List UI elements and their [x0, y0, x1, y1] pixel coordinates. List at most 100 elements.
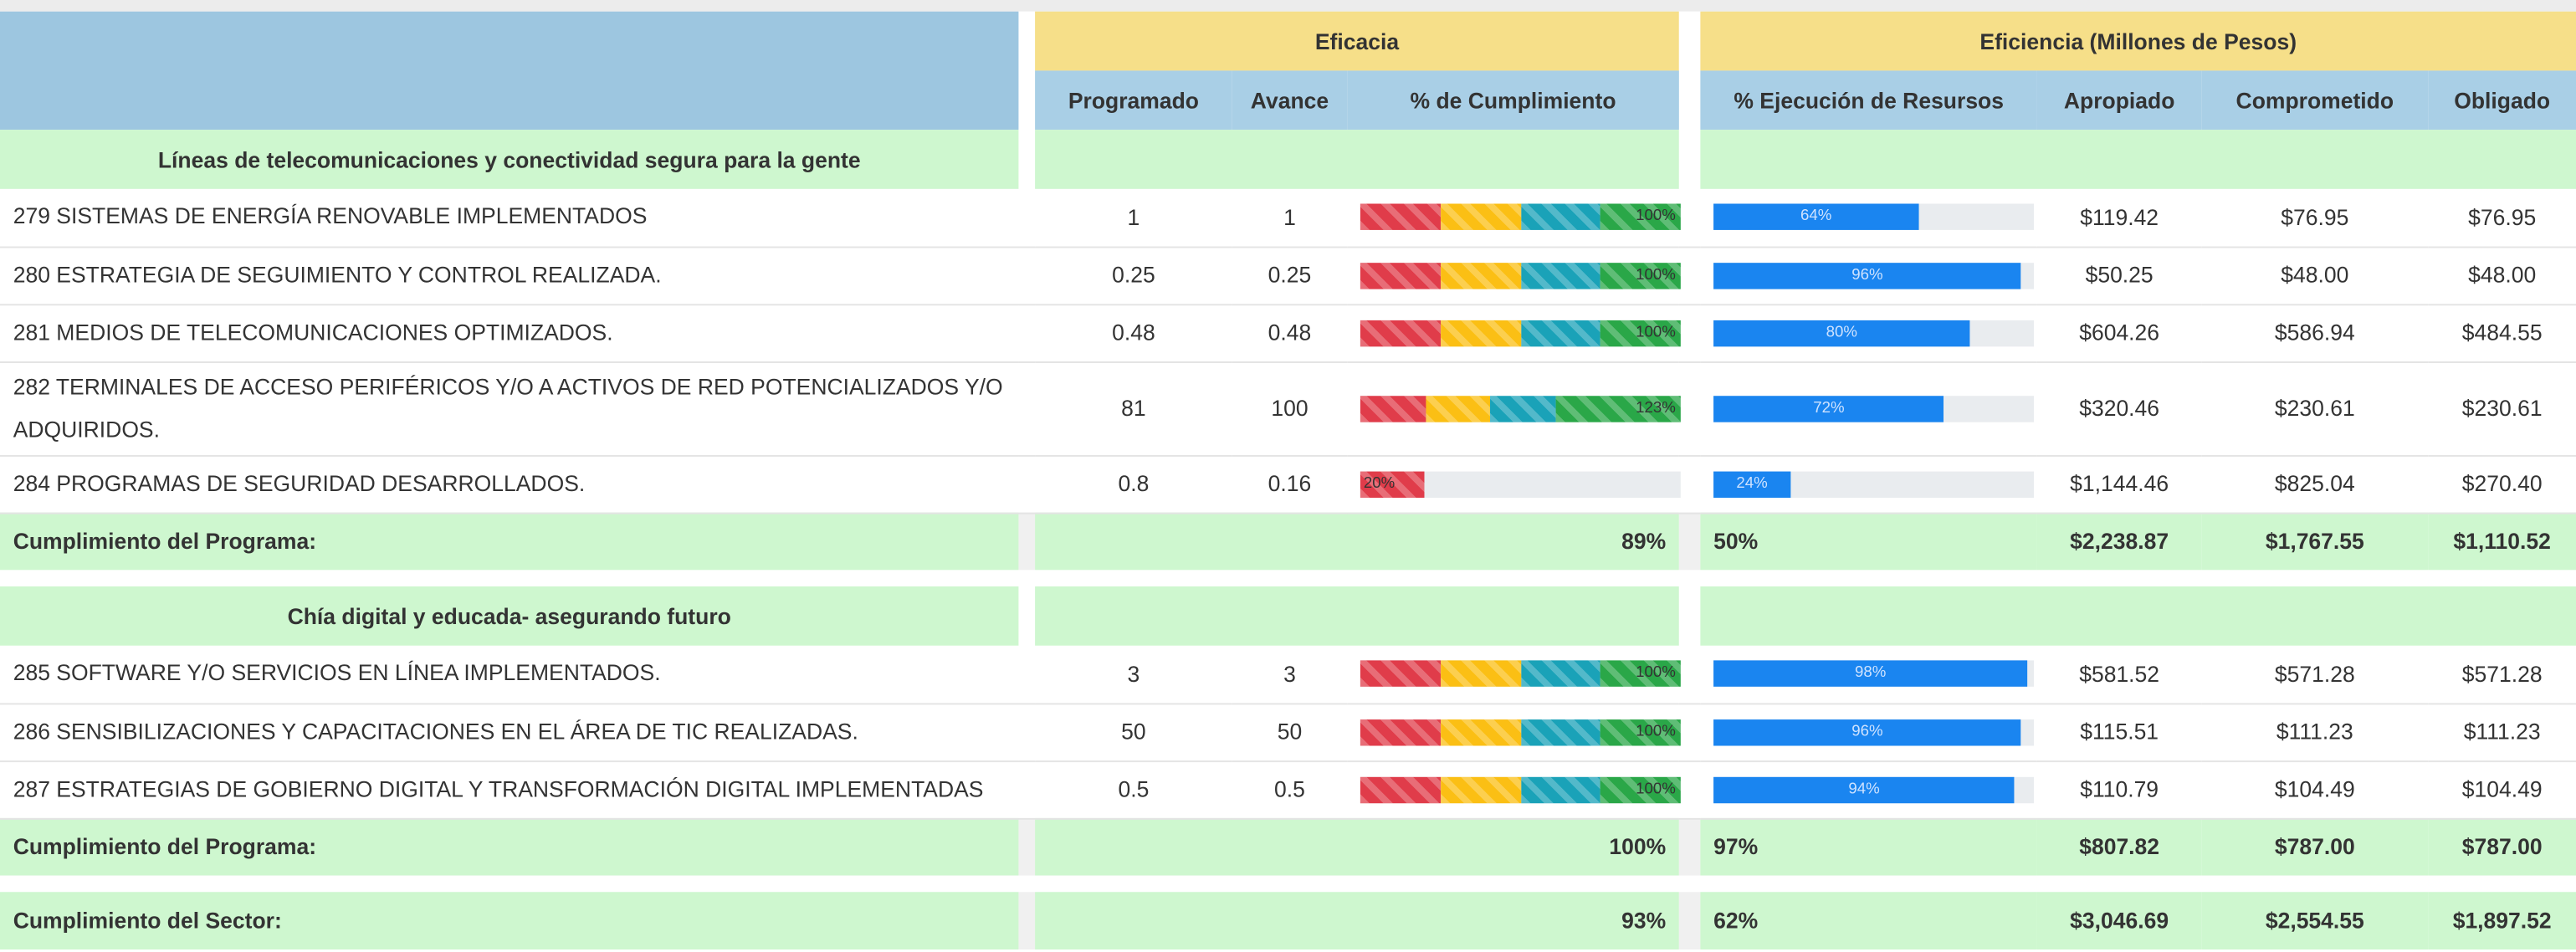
table-cell	[1678, 361, 1701, 456]
table-cell: 72%	[1700, 361, 2037, 456]
bar-fill	[1713, 775, 2015, 803]
table-cell: 96%	[1700, 703, 2037, 762]
table-cell	[1678, 304, 1701, 362]
table-cell: $825.04	[2201, 454, 2429, 514]
bar-fill	[1713, 719, 2021, 745]
table-cell	[1678, 512, 1701, 571]
table-cell: $104.49	[2428, 760, 2576, 819]
bar-segment	[1360, 262, 1441, 289]
bar-label: 94%	[1848, 779, 1880, 798]
table-cell: 81	[1035, 361, 1232, 456]
table-cell: Comprometido	[2201, 70, 2429, 131]
bar-segment	[1360, 660, 1441, 688]
table-cell	[1018, 454, 1036, 514]
table-cell	[1018, 512, 1036, 571]
table-row: Chía digital y educada- asegurando futur…	[0, 586, 2576, 646]
table-cell: $115.51	[2036, 703, 2202, 762]
table-cell	[1018, 188, 1036, 248]
table-cell: 281 MEDIOS DE TELECOMUNICACIONES OPTIMIZ…	[0, 304, 1019, 362]
bar-segment	[1360, 203, 1441, 231]
table-cell: 97%	[1700, 817, 2037, 876]
table-cell	[1700, 586, 2576, 646]
bar-segment	[1440, 775, 1521, 803]
table-cell	[1678, 760, 1701, 819]
table-cell: Eficacia	[1035, 11, 1679, 71]
execution-bar: 94%	[1713, 775, 2035, 803]
table-cell: $76.95	[2201, 188, 2429, 248]
bar-label: 100%	[1636, 207, 1676, 226]
table-cell: 64%	[1700, 188, 2037, 248]
table-cell: $111.23	[2201, 703, 2429, 762]
table-row: Líneas de telecomunicaciones y conectivi…	[0, 130, 2576, 189]
table-cell: 24%	[1700, 454, 2037, 514]
table-cell: 0.5	[1232, 760, 1348, 819]
bar-segment	[1520, 203, 1601, 231]
table-cell: $3,046.69	[2036, 892, 2202, 949]
bar-segment	[1600, 775, 1681, 803]
execution-bar: 72%	[1713, 395, 2035, 422]
table-cell: $2,554.55	[2201, 892, 2429, 949]
table-row: 285 SOFTWARE Y/O SERVICIOS EN LÍNEA IMPL…	[0, 645, 2576, 704]
execution-bar: 24%	[1713, 470, 2035, 498]
table-cell: 286 SENSIBILIZACIONES Y CAPACITACIONES E…	[0, 703, 1019, 762]
bar-label: 96%	[1851, 722, 1883, 740]
bar-segment	[1600, 262, 1681, 289]
table-cell: 0.25	[1035, 246, 1232, 305]
table-row: Cumplimiento del Programa: 100% 97% $807.82…	[0, 817, 2576, 876]
table-row	[0, 570, 2576, 587]
table-cell: 0.48	[1035, 304, 1232, 362]
table-cell	[0, 875, 2576, 893]
bar-segment	[1600, 660, 1681, 688]
table-cell	[1035, 586, 1679, 646]
table-cell: 287 ESTRATEGIAS DE GOBIERNO DIGITAL Y TR…	[0, 760, 1019, 819]
execution-bar: 96%	[1713, 719, 2035, 745]
bar-label: 20%	[1363, 473, 1396, 493]
table-cell: 94%	[1700, 760, 2037, 819]
bar-segment	[1440, 660, 1521, 688]
table-cell	[1018, 817, 1036, 876]
table-row: Eficacia Eficiencia (Millones de Pesos)	[0, 11, 2576, 131]
table-cell	[1018, 11, 1036, 131]
compliance-bar: 100%	[1360, 319, 1681, 346]
table-cell: $50.25	[2036, 246, 2202, 305]
bar-fill	[1713, 470, 1791, 498]
table-cell: 279 SISTEMAS DE ENERGÍA RENOVABLE IMPLEM…	[0, 188, 1019, 248]
bar-label: 100%	[1636, 722, 1676, 740]
bar-fill	[1713, 203, 1919, 231]
table-cell	[1018, 130, 1036, 189]
table-cell: 284 PROGRAMAS DE SEGURIDAD DESARROLLADOS…	[0, 454, 1019, 514]
compliance-bar: 100%	[1360, 262, 1681, 289]
table-cell: $110.79	[2036, 760, 2202, 819]
table-row: Cumplimiento del Programa: 89% 50% $2,238.8…	[0, 512, 2576, 571]
table-cell: 50%	[1700, 512, 2037, 571]
table-cell: $1,767.55	[2201, 512, 2429, 571]
execution-bar: 98%	[1713, 660, 2035, 688]
table-cell	[1678, 703, 1701, 762]
table-cell: Chía digital y educada- asegurando futur…	[0, 586, 1019, 646]
table-cell: $111.23	[2428, 703, 2576, 762]
bar-label: 100%	[1636, 265, 1676, 284]
table-cell: % de Cumplimiento	[1347, 70, 1679, 131]
table-cell: $586.94	[2201, 304, 2429, 362]
bar-label: 100%	[1636, 322, 1676, 341]
table-cell: 62%	[1700, 892, 2037, 949]
bar-label: 123%	[1636, 398, 1676, 417]
compliance-bar: 20%	[1360, 470, 1681, 498]
table-cell	[1678, 454, 1701, 514]
compliance-bar: 123%	[1360, 395, 1681, 422]
table-cell: Apropiado	[2036, 70, 2202, 131]
table-cell: $320.46	[2036, 361, 2202, 456]
table-cell: 100%	[1347, 703, 1681, 762]
bar-label: 80%	[1826, 322, 1857, 341]
table-row: 279 SISTEMAS DE ENERGÍA RENOVABLE IMPLEM…	[0, 188, 2576, 248]
execution-bar: 80%	[1713, 319, 2035, 346]
table-row: Cumplimiento del Sector: 93% 62% $3,046.69 $…	[0, 892, 2576, 949]
table-cell: $119.42	[2036, 188, 2202, 248]
bar-segment	[1520, 660, 1601, 688]
table-row: 280 ESTRATEGIA DE SEGUIMIENTO Y CONTROL …	[0, 246, 2576, 305]
bar-label: 64%	[1800, 207, 1832, 226]
table-cell: 0.8	[1035, 454, 1232, 514]
table-cell: $230.61	[2201, 361, 2429, 456]
table-cell	[1018, 246, 1036, 305]
table-cell	[1678, 892, 1701, 949]
